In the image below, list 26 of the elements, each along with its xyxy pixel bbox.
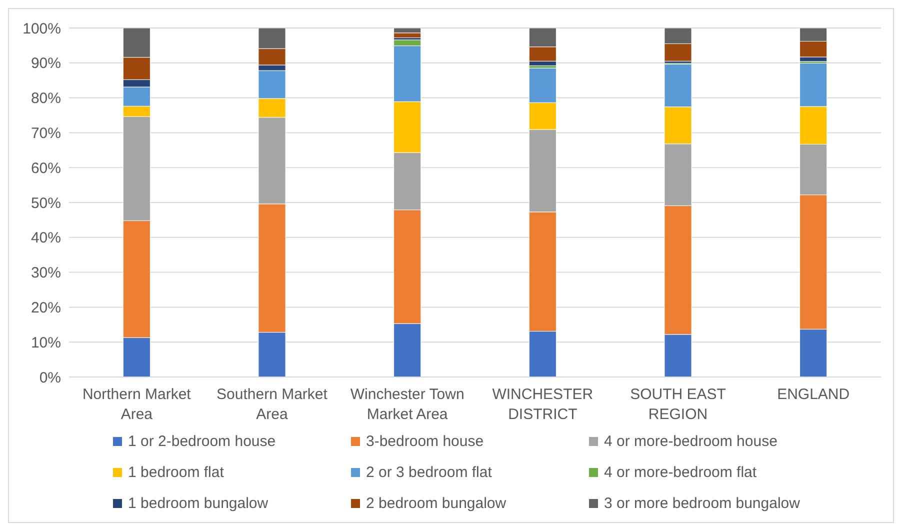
y-tick-label: 70% [30,125,61,142]
y-tick-label: 100% [22,20,61,38]
x-tick-label: ENGLAND [777,386,850,403]
y-tick-label: 20% [30,300,61,317]
legend-label: 2 bedroom bungalow [366,495,506,512]
legend-label: 1 or 2-bedroom house [128,433,276,450]
x-tick-label: WINCHESTER DISTRICT [492,386,594,423]
legend-label: 3 or more bedroom bungalow [604,495,800,512]
legend-label: 2 or 3 bedroom flat [366,464,492,481]
y-tick-label: 30% [30,264,61,282]
y-tick-label: 60% [30,160,61,177]
x-tick-label: Southern Market Area [216,386,328,423]
y-tick-label: 40% [30,230,61,247]
legend-label: 1 bedroom flat [128,464,224,481]
y-tick-label: 80% [30,90,61,108]
legend-label: 1 bedroom bungalow [128,495,268,512]
y-tick-label: 0% [39,369,61,386]
y-tick-label: 50% [30,194,61,212]
y-tick-label: 10% [30,334,61,352]
legend-label: 4 or more-bedroom house [604,433,778,450]
y-tick-label: 90% [30,55,61,72]
x-tick-label: Northern Market Area [82,386,192,423]
legend-label: 3-bedroom house [366,433,484,450]
legend-label: 4 or more-bedroom flat [604,464,757,481]
x-tick-label: Winchester Town Market Area [350,386,464,423]
x-tick-label: SOUTH EAST REGION [630,386,726,423]
